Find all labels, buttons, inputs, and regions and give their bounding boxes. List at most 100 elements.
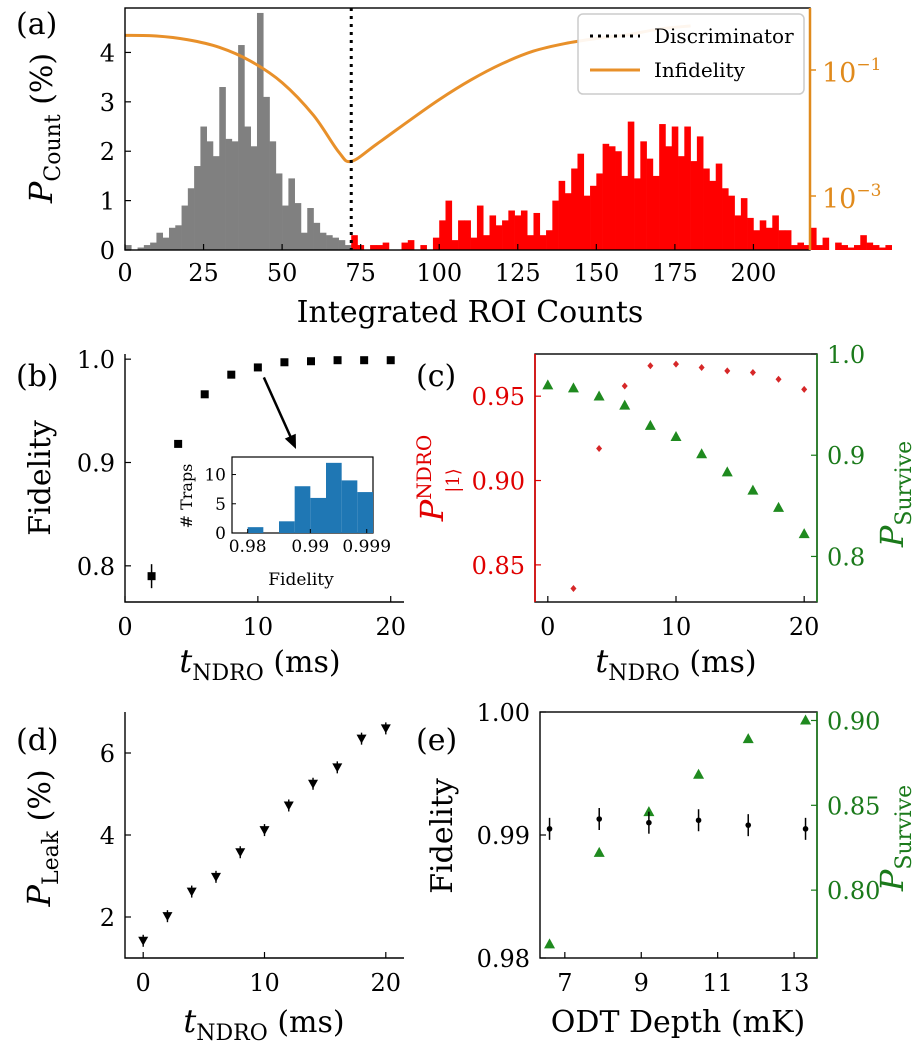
histogram-bar-red (420, 245, 427, 250)
survive-point (644, 419, 656, 430)
x-tick-label: 175 (652, 259, 698, 287)
histogram-bar-gray (263, 96, 270, 251)
histogram-bar-red (766, 227, 773, 250)
histogram-bar-red (734, 215, 742, 250)
y2-label-e: PSurvive (873, 785, 917, 892)
ndro-point (647, 362, 654, 370)
data-point (386, 356, 395, 365)
fidelity-point (695, 817, 702, 824)
histogram-bar-gray (194, 166, 201, 250)
x-tick-label: 13 (779, 969, 810, 997)
histogram-bar-gray (326, 235, 333, 250)
histogram-bar-red (853, 245, 861, 250)
ndro-point (673, 360, 679, 368)
histogram-bar-gray (294, 203, 302, 250)
survive-point (696, 448, 708, 459)
panel-label-b: (b) (16, 359, 59, 394)
histogram-bar-gray (256, 12, 264, 250)
data-point (174, 439, 183, 448)
y2-label-c: PSurvive (873, 441, 917, 548)
histogram-bar-red (445, 200, 453, 250)
fidelity-point (646, 819, 652, 826)
histogram-bar-red (602, 143, 610, 250)
histogram-bar-red (759, 220, 767, 250)
histogram-bar-red (546, 230, 553, 250)
inset-y-tick-label: 0 (215, 524, 226, 544)
leak-point (235, 848, 246, 858)
histogram-bar-red (753, 230, 761, 250)
y-tick-label: 0.90 (472, 468, 525, 496)
y-tick-label: 0.85 (472, 552, 525, 580)
leak-point (162, 912, 173, 922)
y-label-e: Fidelity (425, 778, 460, 894)
y-label-a: PCount (%) (22, 53, 66, 204)
panel-d: (d) 0 10 20 2 4 6 PLeak (%) tNDRO (ms) (16, 712, 404, 1046)
x-tick-label: 10 (243, 613, 274, 641)
histogram-bar-red (590, 185, 597, 250)
survive-point (593, 846, 605, 857)
x-tick-label: 25 (188, 259, 219, 287)
histogram-bar-red (784, 230, 792, 250)
y-tick-label: 4 (100, 39, 115, 67)
histogram-bar-red (709, 180, 717, 250)
histogram-bar-gray (231, 141, 239, 250)
histogram-bar-red (810, 227, 817, 250)
histogram-bar-gray (338, 240, 346, 250)
x-tick-label: 7 (557, 969, 572, 997)
gray-histogram (125, 12, 352, 251)
histogram-bar-red (703, 168, 710, 250)
histogram-bar-red (470, 237, 478, 250)
histogram-bar-red (407, 240, 415, 250)
y-tick-label: 6 (100, 740, 115, 768)
y2-tick-label: 0.85 (827, 792, 880, 820)
fidelity-point (596, 816, 603, 822)
x-tick-label: 11 (702, 969, 733, 997)
histogram-bar-gray (200, 126, 207, 250)
ndro-point (749, 369, 756, 377)
leak-point (283, 801, 294, 811)
inset-y-tick-label: 5 (215, 495, 226, 515)
y-tick-label: 2 (100, 138, 115, 166)
histogram-bar-gray (168, 227, 176, 250)
histogram-bar-gray (313, 222, 321, 250)
axes-frame-d (124, 712, 404, 959)
histogram-bar-red (571, 168, 578, 250)
histogram-bar-red (652, 175, 660, 250)
x-tick-label: 20 (375, 613, 406, 641)
histogram-bar-red (458, 220, 465, 250)
survive-point (800, 714, 812, 725)
panel-a: (a) 0 25 50 75 100 125 150 175 200 0 1 2 3 4 10−1 10… (16, 7, 892, 330)
histogram-bar-red (539, 235, 547, 250)
fidelity-points-e (546, 808, 809, 840)
y-tick-label: 0.9 (77, 450, 115, 478)
histogram-bar-red (722, 188, 729, 250)
histogram-bar-red (678, 156, 685, 250)
survive-point (619, 399, 631, 410)
inset-ticks: 0.98 0.99 0.999 0 5 10 (204, 466, 391, 557)
inset-histogram: 0.98 0.99 0.999 0 5 10 # Traps Fidelity (177, 456, 391, 590)
x-label-b: tNDRO (ms) (179, 642, 340, 686)
inset-x-tick-label: 0.99 (291, 537, 329, 557)
leak-point (138, 936, 149, 946)
histogram-bar-red (791, 245, 798, 250)
ndro-point (724, 367, 731, 375)
histogram-bar-gray (288, 178, 295, 250)
histogram-bar-gray (137, 247, 145, 250)
histogram-bar-gray (307, 208, 314, 250)
y-label-c: PNDRO |1⟩ (412, 435, 464, 523)
histogram-bar-red (715, 163, 723, 250)
histogram-bar-gray (282, 205, 289, 250)
panel-label-d: (d) (16, 723, 59, 758)
survive-point (693, 768, 705, 779)
histogram-bar-gray (219, 87, 226, 250)
histogram-bar-red (646, 158, 654, 250)
y-tick-label: 0.98 (477, 945, 530, 973)
survive-point (670, 431, 682, 442)
y-tick-label: 0.99 (477, 822, 530, 850)
survive-point (721, 466, 733, 477)
histogram-bar-red (502, 220, 509, 250)
axes-frame-b (124, 354, 404, 603)
ndro-point (775, 375, 782, 383)
histogram-bar-gray (181, 205, 189, 250)
survive-points-e (544, 714, 812, 949)
